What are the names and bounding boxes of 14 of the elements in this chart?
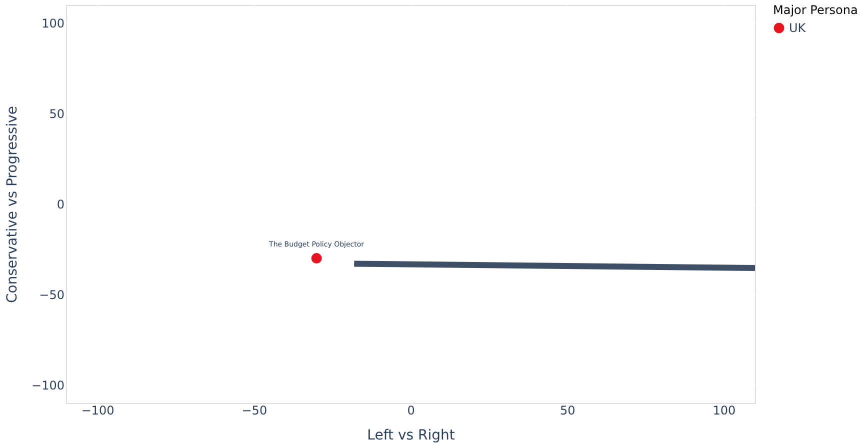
- x-tick-label: 100: [712, 404, 736, 418]
- legend-title: Major Persona: [773, 3, 858, 17]
- y-tick-label: 0: [56, 198, 64, 212]
- x-tick-label: 0: [407, 404, 415, 418]
- y-tick-label: −50: [39, 288, 64, 302]
- y-tick-label: 50: [49, 107, 64, 122]
- legend-label: UK: [789, 21, 807, 35]
- y-axis-title: Conservative vs Progressive: [4, 106, 21, 304]
- x-tick-label: −50: [242, 404, 268, 418]
- y-tick-label: 100: [42, 16, 64, 31]
- x-axis-title: Left vs Right: [367, 428, 456, 443]
- x-tick-label: 50: [560, 404, 576, 418]
- y-tick-label: −100: [32, 378, 64, 392]
- x-tick-label: −100: [81, 404, 114, 418]
